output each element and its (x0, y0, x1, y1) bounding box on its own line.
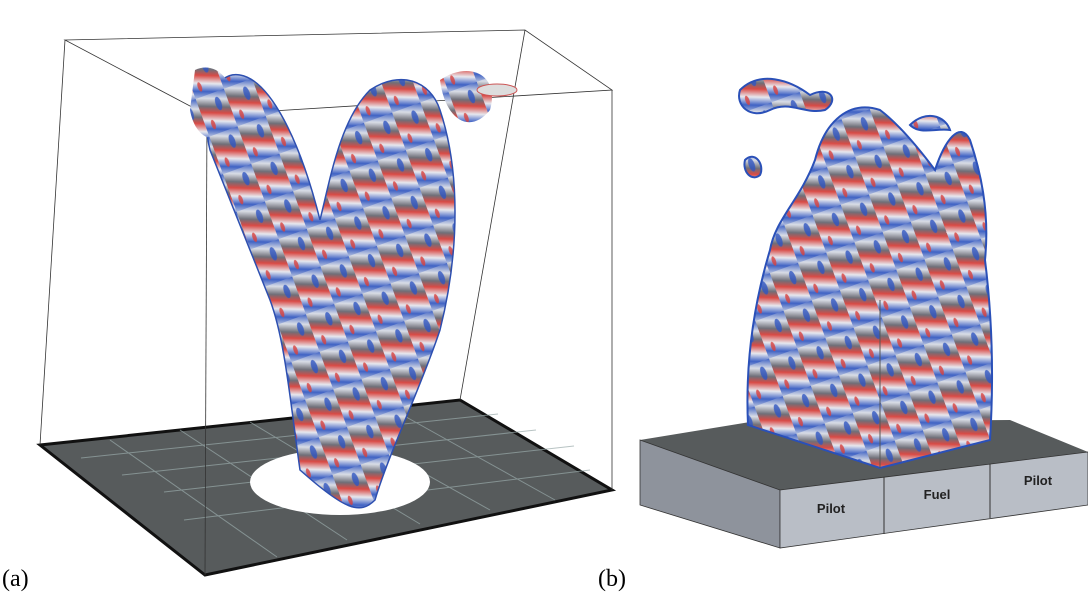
block-label: Pilot (817, 501, 846, 516)
flame-fragment (477, 84, 517, 96)
flame-sheet (747, 107, 992, 468)
flame-fragment (739, 79, 832, 113)
flame-fragment (910, 116, 950, 131)
panel-label: (b) (598, 566, 626, 592)
panel-a: (a) (2, 30, 612, 592)
flame-fragment (744, 157, 761, 178)
panel-b: Pilot Fuel Pilot (b) (598, 79, 1088, 592)
block-label: Pilot (1024, 473, 1053, 488)
block-label: Fuel (924, 487, 951, 502)
figure: (a) Pilot Fuel Pilot (b) (0, 0, 1088, 596)
panel-label: (a) (2, 566, 29, 592)
flame-fragment (440, 71, 492, 122)
